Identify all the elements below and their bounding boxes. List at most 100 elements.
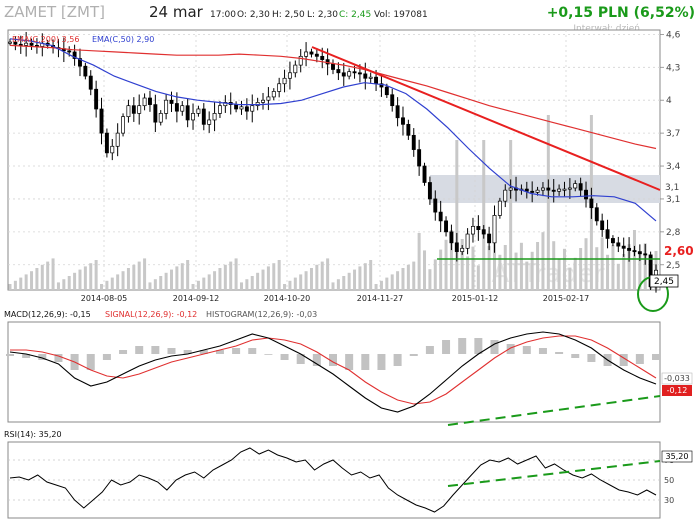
candle-body [142, 97, 147, 107]
candle-body [632, 250, 637, 253]
resistance-band [430, 175, 660, 203]
volume-bar [406, 264, 410, 290]
volume-bar [89, 263, 93, 290]
ema200-legend: EMA(C,200) 3,56 [12, 35, 79, 44]
candle-body [99, 108, 104, 134]
histogram-bar [329, 354, 337, 366]
histogram-bar [522, 346, 531, 354]
histogram-bar [393, 354, 402, 366]
volume-bar [73, 272, 77, 290]
candle-body [557, 188, 562, 192]
price-tick-label: 4,6 [666, 30, 681, 40]
histogram-bar [361, 354, 370, 370]
candle-body [476, 226, 481, 231]
volume-bar [148, 282, 152, 290]
candle-body [363, 73, 368, 79]
volume-bar [493, 236, 496, 290]
volume-bar [239, 282, 243, 290]
rsi-line [9, 447, 657, 513]
candle-body [584, 189, 588, 200]
candle-body [497, 200, 502, 216]
candle-body [336, 69, 341, 74]
candle-body [616, 242, 621, 247]
histogram-legend: HISTOGRAM(12,26,9): -0,03 [206, 310, 317, 319]
candle-body [395, 105, 400, 119]
volume-bar [261, 269, 265, 290]
candle-body [88, 75, 93, 90]
histogram-bar [119, 350, 128, 354]
histogram-value-box [661, 372, 693, 385]
date-tick-label: 2014-11-27 [357, 294, 404, 303]
macd-panel: MACD(12,26,9): -0,15 SIGNAL(12,26,9): -0… [4, 310, 693, 426]
volume-bar [309, 268, 313, 290]
header-volume: Vol: 197081 [374, 10, 428, 20]
volume-bars [8, 115, 658, 290]
volume-bar [288, 280, 292, 290]
histogram-bar [555, 352, 564, 354]
candle-body [18, 43, 23, 46]
candle-body [309, 51, 314, 55]
candle-body [24, 42, 29, 46]
last-price-label: 2,45 [654, 277, 674, 287]
histogram-bar [183, 350, 192, 354]
candle-body [411, 134, 416, 150]
volume-bar [423, 250, 427, 290]
candle-body [492, 215, 497, 244]
volume-bar [541, 232, 545, 290]
candle-body [137, 105, 142, 114]
volume-bar [30, 271, 34, 290]
volume-bar [46, 261, 50, 290]
volume-bar [460, 239, 464, 290]
candle-body [481, 229, 486, 235]
volume-bar [304, 271, 308, 290]
volume-bar [132, 264, 136, 290]
volume-bar [256, 272, 260, 290]
volume-bar [449, 230, 453, 290]
candle-body [460, 247, 465, 252]
volume-bar [218, 268, 222, 290]
volume-bar [568, 267, 572, 290]
volume-bar [245, 279, 249, 290]
candle-body [29, 42, 34, 46]
price-plot-area [7, 29, 661, 291]
volume-bar [56, 282, 60, 290]
histogram-bar [345, 354, 354, 370]
histogram-bar [474, 338, 483, 354]
volume-bar [509, 140, 513, 290]
macd-legend: MACD(12,26,9): -0,15 [4, 310, 91, 319]
histogram-bar [635, 354, 644, 364]
header-close: C: 2,45 [339, 10, 371, 20]
signal-value-box [662, 385, 692, 396]
candle-body [104, 132, 109, 154]
histogram-bar [54, 354, 63, 362]
volume-bar [536, 242, 540, 290]
volume-bar [632, 230, 636, 290]
volume-bar [606, 254, 610, 290]
volume-bar [444, 239, 448, 290]
date-tick-label: 2014-08-05 [81, 294, 128, 303]
volume-bar [358, 266, 362, 290]
candle-body [524, 188, 529, 192]
volume-bar [331, 282, 335, 290]
signal-value-label: -0,12 [667, 386, 688, 395]
candle-body [212, 113, 217, 121]
volume-bar [584, 238, 588, 290]
volume-bar [159, 276, 163, 290]
candle-body [201, 108, 206, 125]
volume-bar [170, 269, 173, 290]
candle-body [487, 233, 492, 244]
histogram-bar [22, 354, 31, 358]
candle-body [110, 145, 115, 154]
volume-bar [202, 277, 206, 290]
candle-body [261, 99, 265, 103]
price-tick-label: 2,8 [666, 228, 681, 238]
histogram-bar [490, 340, 499, 354]
rsi-panel: RSI(14): 35,20 705030 35,20 [4, 430, 693, 519]
candle-body [174, 103, 179, 112]
histogram-bar [248, 348, 257, 354]
histogram-bar [409, 354, 418, 356]
histogram-bar [458, 338, 467, 354]
candle-body [535, 189, 540, 193]
volume-bar [180, 263, 184, 290]
